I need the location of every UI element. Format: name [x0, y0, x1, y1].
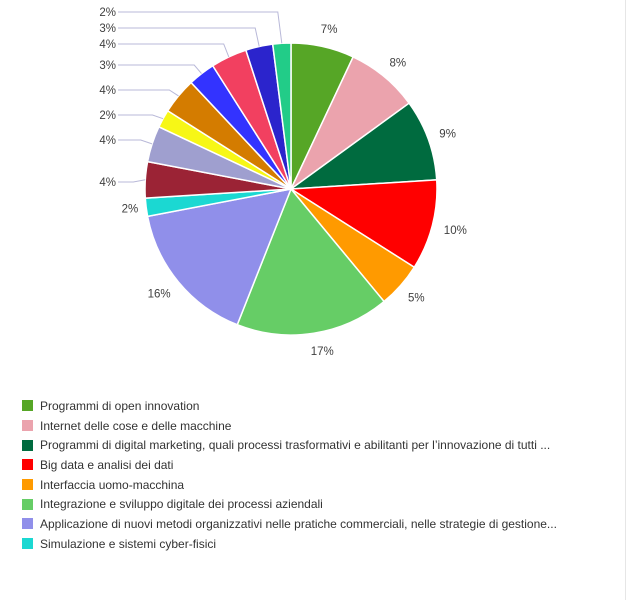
pie-data-label-2: 9%	[439, 128, 456, 140]
legend-swatch	[22, 439, 33, 451]
legend-label: Programmi di open innovation	[40, 398, 200, 413]
legend-item-0[interactable]: Programmi di open innovation	[22, 396, 582, 416]
pie-data-label-7: 2%	[122, 203, 139, 215]
pie-label-leader-13	[118, 43, 230, 58]
pie-data-label-14: 3%	[99, 23, 116, 35]
legend-swatch	[22, 479, 33, 491]
pie-data-label-3: 10%	[444, 225, 467, 237]
pie-data-label-4: 5%	[408, 293, 425, 305]
pie-slice-6[interactable]	[146, 188, 293, 326]
legend-label: Internet delle cose e delle macchine	[40, 418, 232, 433]
legend-swatch	[22, 538, 33, 550]
pie-data-label-5: 17%	[311, 346, 334, 358]
legend-swatch	[22, 400, 33, 412]
chart-legend: Programmi di open innovation Internet del…	[22, 396, 582, 554]
pie-label-leader-9	[118, 139, 153, 145]
pie-label-leader-14	[118, 27, 260, 47]
legend-item-2[interactable]: Programmi di digital marketing, quali pr…	[22, 435, 582, 455]
legend-label: Interfaccia uomo-macchina	[40, 477, 185, 492]
pie-slice-3[interactable]	[288, 179, 438, 269]
legend-fade	[0, 558, 630, 568]
legend-label: Integrazione e sviluppo digitale dei pro…	[40, 497, 323, 512]
legend-item-1[interactable]: Internet delle cose e delle macchine	[22, 416, 582, 436]
pie-chart-svg: 7% 8% 9% 10% 5% 17% 16% 2% 4% 4% 2% 4% 3% 4% 3% 2%	[99, 7, 467, 358]
pie-data-label-10: 2%	[99, 110, 116, 122]
pie-data-label-1: 8%	[390, 58, 407, 70]
pie-data-label-12: 3%	[99, 60, 116, 72]
legend-item-5[interactable]: Integrazione e sviluppo digitale dei pro…	[22, 494, 582, 514]
pie-label-leader-10	[118, 114, 164, 120]
legend-label: Applicazione di nuovi metodi organizzati…	[40, 516, 557, 531]
pie-data-label-0: 7%	[321, 24, 338, 36]
legend-item-4[interactable]: Interfaccia uomo-macchina	[22, 475, 582, 495]
legend-label: Big data e analisi dei dati	[40, 457, 174, 472]
pie-label-leader-15	[118, 11, 283, 44]
legend-swatch	[22, 420, 33, 432]
legend-swatch	[22, 459, 33, 471]
pie-data-label-9: 4%	[99, 135, 116, 147]
pie-data-label-8: 4%	[99, 177, 116, 189]
panel-right-border	[625, 0, 626, 600]
pie-data-label-15: 2%	[99, 7, 116, 19]
legend-item-3[interactable]: Big data e analisi dei dati	[22, 455, 582, 475]
legend-item-6[interactable]: Applicazione di nuovi metodi organizzati…	[22, 514, 582, 534]
legend-label: Programmi di digital marketing, quali pr…	[40, 438, 551, 453]
legend-label: Simulazione e sistemi cyber-fisici	[40, 536, 217, 551]
pie-label-leader-12	[118, 64, 202, 74]
pie-data-label-13: 4%	[99, 39, 116, 51]
pie-label-leader-8	[118, 179, 146, 183]
pie-data-label-6: 16%	[148, 289, 171, 301]
legend-item-7[interactable]: Simulazione e sistemi cyber-fisici	[22, 534, 582, 554]
legend-swatch	[22, 518, 33, 530]
pie-label-leader-11	[118, 89, 179, 97]
pie-data-label-11: 4%	[99, 85, 116, 97]
legend-swatch	[22, 498, 33, 510]
pie-slice-2[interactable]	[288, 102, 438, 190]
pie-slice-5[interactable]	[236, 187, 386, 336]
